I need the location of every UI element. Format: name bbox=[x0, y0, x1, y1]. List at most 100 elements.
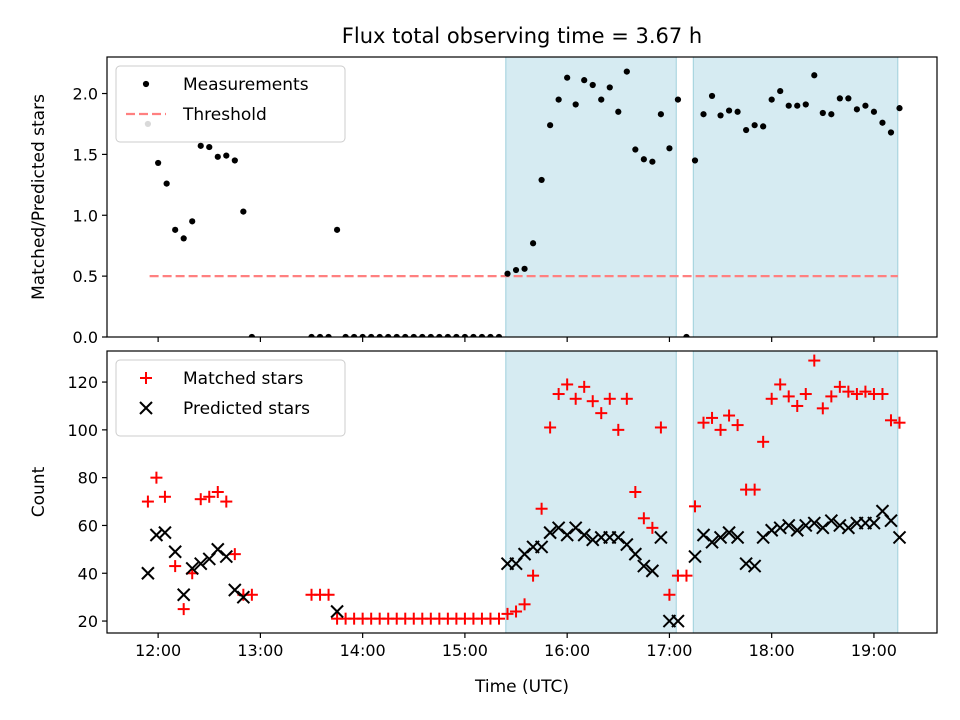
predicted-stars-point bbox=[739, 556, 753, 571]
measurement-point bbox=[862, 102, 869, 109]
measurement-point bbox=[461, 333, 469, 337]
predicted-stars-point bbox=[176, 588, 191, 602]
matched-stars-point bbox=[808, 354, 821, 367]
measurement-point bbox=[777, 87, 784, 95]
predicted-stars-point bbox=[185, 561, 199, 576]
measurement-point bbox=[819, 109, 826, 117]
figure-title: Flux total observing time = 3.67 h bbox=[342, 24, 702, 48]
measurement-point bbox=[802, 101, 809, 108]
legend-label: Measurements bbox=[183, 75, 309, 95]
predicted-stars-point bbox=[149, 528, 164, 542]
measurement-point bbox=[589, 81, 596, 89]
measurement-point bbox=[760, 123, 767, 130]
matched-stars-point bbox=[595, 407, 608, 420]
predicted-stars-point bbox=[705, 535, 719, 549]
measurement-point bbox=[538, 176, 545, 184]
measurement-point bbox=[495, 333, 503, 337]
predicted-stars-point bbox=[194, 556, 208, 571]
measurement-point bbox=[615, 108, 622, 115]
measurement-point bbox=[785, 102, 792, 109]
measurement-point bbox=[564, 74, 571, 81]
predicted-stars-point bbox=[841, 521, 856, 535]
predicted-stars-point bbox=[628, 547, 643, 561]
predicted-stars-point bbox=[747, 559, 762, 573]
measurement-point bbox=[743, 126, 750, 134]
matched-stars-point bbox=[637, 512, 650, 525]
measurement-point bbox=[223, 152, 230, 159]
count-data-marks bbox=[141, 354, 907, 628]
legend-marker-predicted bbox=[139, 401, 153, 415]
xtick-label: 14:00 bbox=[340, 641, 386, 660]
matched-stars-point bbox=[629, 486, 642, 498]
matched-stars-point bbox=[177, 603, 190, 616]
matched-stars-point bbox=[169, 560, 182, 573]
count-ytick-label: 20 bbox=[78, 612, 98, 631]
count-legend: Matched stars Predicted stars bbox=[115, 359, 346, 437]
matched-stars-point bbox=[748, 483, 761, 496]
matched-stars-point bbox=[757, 435, 770, 448]
matched-stars-point bbox=[850, 388, 863, 401]
matched-stars-point bbox=[561, 378, 574, 391]
measurement-point bbox=[887, 129, 895, 136]
matched-stars-point bbox=[544, 421, 557, 434]
measurement-point bbox=[836, 95, 843, 102]
measurement-point bbox=[623, 68, 630, 75]
matched-stars-point bbox=[150, 471, 163, 484]
measurement-point bbox=[206, 143, 213, 151]
matched-stars-point bbox=[774, 378, 787, 391]
ratio-ytick-label: 1.5 bbox=[73, 145, 98, 164]
measurement-point bbox=[214, 153, 221, 160]
measurement-point bbox=[316, 333, 324, 337]
measurement-point bbox=[427, 333, 434, 337]
measurement-point bbox=[853, 106, 860, 113]
matched-stars-point bbox=[211, 486, 224, 498]
predicted-stars-point bbox=[730, 530, 745, 545]
measurement-point bbox=[351, 333, 358, 337]
matched-stars-point bbox=[578, 380, 591, 393]
xtick-label: 13:00 bbox=[237, 641, 283, 660]
matched-stars-point bbox=[510, 605, 523, 618]
ratio-ytick-label: 2.0 bbox=[73, 85, 98, 104]
measurement-point bbox=[393, 333, 400, 337]
matched-stars-point bbox=[646, 521, 659, 534]
matched-stars-point bbox=[782, 390, 795, 403]
measurement-point bbox=[632, 146, 639, 153]
predicted-stars-point bbox=[637, 559, 651, 573]
legend-box bbox=[115, 359, 346, 437]
measurement-point bbox=[547, 122, 554, 129]
predicted-stars-point bbox=[688, 549, 702, 564]
matched-stars-point bbox=[245, 588, 258, 601]
matched-stars-point bbox=[663, 588, 676, 601]
count-panel: 20 40 60 80 100 120 12:00 13:00 14:00 15:00 16:00 1… bbox=[29, 350, 938, 660]
measurement-point bbox=[717, 112, 724, 119]
legend-label: Predicted stars bbox=[183, 399, 310, 419]
predicted-stars-point bbox=[141, 566, 155, 580]
measurement-point bbox=[555, 96, 562, 103]
measurement-point bbox=[376, 333, 383, 337]
matched-stars-point bbox=[586, 395, 599, 408]
predicted-stars-point bbox=[799, 518, 813, 533]
count-ytick-label: 100 bbox=[67, 421, 98, 440]
legend-label: Matched stars bbox=[183, 369, 303, 389]
measurement-point bbox=[691, 157, 699, 164]
measurement-point bbox=[240, 208, 247, 215]
measurement-point bbox=[189, 218, 196, 225]
matched-stars-point bbox=[203, 490, 216, 503]
measurement-point bbox=[333, 226, 341, 233]
measurement-point bbox=[478, 333, 486, 337]
measurement-point bbox=[419, 333, 426, 337]
matched-stars-point bbox=[654, 421, 667, 434]
matched-stars-point bbox=[816, 402, 829, 415]
predicted-stars-point bbox=[534, 540, 549, 554]
matched-stars-point bbox=[714, 423, 727, 436]
predicted-stars-point bbox=[807, 516, 821, 530]
measurement-point bbox=[529, 240, 537, 247]
predicted-stars-point bbox=[158, 525, 172, 540]
measurement-point bbox=[436, 333, 443, 337]
xtick-label: 18:00 bbox=[749, 641, 795, 660]
matched-stars-point bbox=[552, 388, 565, 401]
measurement-point bbox=[683, 333, 690, 337]
measurement-point bbox=[231, 157, 238, 164]
predicted-stars-point bbox=[168, 545, 182, 559]
measurement-point bbox=[180, 235, 187, 242]
